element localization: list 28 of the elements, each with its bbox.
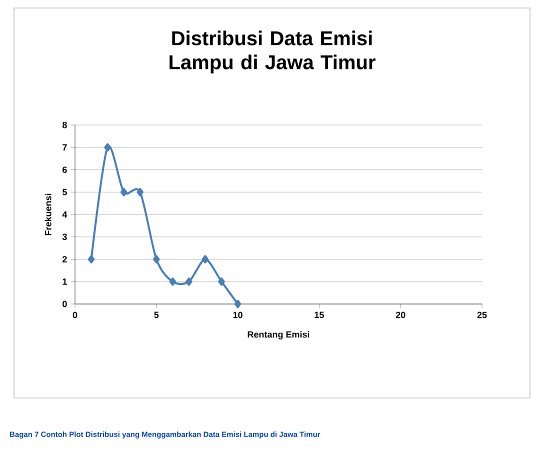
x-tick-label: 10: [233, 312, 242, 318]
x-tick-label: 25: [477, 312, 487, 318]
y-tick-label: 5: [62, 188, 67, 196]
x-tick-label: 15: [314, 312, 324, 318]
y-tick-label: 8: [62, 122, 67, 128]
point: [136, 188, 144, 196]
point: [88, 255, 95, 264]
y-tick-label: 0: [62, 300, 67, 308]
point: [153, 255, 160, 264]
y-tick-label: 6: [62, 166, 67, 173]
y-tick-label: 7: [62, 144, 67, 150]
y-tick-label: 4: [62, 211, 68, 218]
y-tick-label: 3: [62, 234, 67, 240]
y-tick-label: 1: [62, 278, 67, 285]
x-tick-label: 0: [72, 312, 78, 318]
point: [104, 143, 111, 152]
point: [218, 277, 225, 286]
point: [186, 277, 192, 286]
y-axis-title: Frekuensi: [44, 194, 52, 236]
y-tick-label: 2: [62, 256, 67, 262]
x-tick-label: 5: [154, 312, 159, 318]
point: [202, 255, 209, 264]
x-axis-title: Rentang Emisi: [248, 331, 310, 340]
point: [234, 300, 242, 308]
point: [169, 277, 176, 286]
chart-title: Distribusi Data Emisi Lampu di Jawa Timur: [170, 30, 376, 74]
x-tick-label: 20: [396, 312, 406, 318]
point: [120, 188, 128, 196]
